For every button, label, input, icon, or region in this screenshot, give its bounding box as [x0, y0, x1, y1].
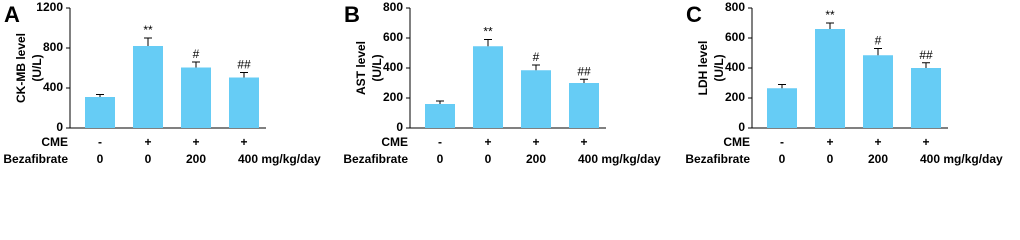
y-tick-label: 400	[43, 80, 63, 94]
row-value: 0	[97, 152, 104, 166]
row-value: 0	[779, 152, 786, 166]
y-tick-label: 600	[383, 30, 403, 44]
y-axis-label: (U/L)	[370, 54, 384, 81]
row-value: 400 mg/kg/day	[238, 152, 321, 166]
panel-label: B	[344, 2, 360, 27]
y-tick-label: 0	[396, 120, 403, 134]
row-value: 0	[145, 152, 152, 166]
significance-mark: #	[533, 50, 540, 64]
row-value: +	[922, 135, 929, 149]
row-label: CME	[41, 135, 68, 149]
bar	[425, 104, 455, 128]
bar	[85, 97, 115, 128]
row-value: -	[780, 135, 784, 149]
y-tick-label: 400	[725, 60, 745, 74]
bar	[473, 46, 503, 128]
bar	[133, 46, 163, 128]
row-value: 0	[485, 152, 492, 166]
row-label: CME	[381, 135, 408, 149]
significance-mark: ##	[577, 64, 591, 78]
figure: ACK-MB level (U/L)04008001200CMEBezafibra…	[3, 0, 1003, 166]
bar	[911, 68, 941, 128]
row-value: +	[826, 135, 833, 149]
row-value: -	[438, 135, 442, 149]
significance-mark: #	[875, 34, 882, 48]
row-value: 200	[186, 152, 206, 166]
row-value: +	[240, 135, 247, 149]
y-tick-label: 200	[383, 90, 403, 104]
row-value: +	[144, 135, 151, 149]
row-value: +	[192, 135, 199, 149]
y-tick-label: 800	[383, 0, 403, 14]
row-value: -	[98, 135, 102, 149]
y-tick-label: 800	[725, 0, 745, 14]
y-tick-label: 1200	[36, 0, 63, 14]
row-label: Bezafibrate	[343, 152, 408, 166]
panel-label: C	[686, 2, 702, 27]
row-value: +	[874, 135, 881, 149]
significance-mark: **	[143, 23, 153, 37]
row-label: CME	[723, 135, 750, 149]
y-axis-label: LDH level	[696, 41, 710, 96]
row-label: Bezafibrate	[685, 152, 750, 166]
y-tick-label: 0	[738, 120, 745, 134]
y-axis-label: AST level	[354, 41, 368, 95]
bar	[521, 70, 551, 128]
significance-mark: #	[193, 47, 200, 61]
y-axis-label: CK-MB level	[14, 33, 28, 103]
significance-mark: **	[825, 8, 835, 22]
row-value: 400 mg/kg/day	[920, 152, 1003, 166]
row-label: Bezafibrate	[3, 152, 68, 166]
row-value: 200	[526, 152, 546, 166]
y-tick-label: 200	[725, 90, 745, 104]
row-value: +	[532, 135, 539, 149]
bar	[863, 55, 893, 128]
bar	[767, 88, 797, 128]
row-value: 400 mg/kg/day	[578, 152, 661, 166]
significance-mark: **	[483, 25, 493, 39]
significance-mark: ##	[237, 58, 251, 72]
y-tick-label: 600	[725, 30, 745, 44]
significance-mark: ##	[919, 48, 933, 62]
y-tick-label: 800	[43, 40, 63, 54]
y-tick-label: 0	[56, 120, 63, 134]
row-value: 200	[868, 152, 888, 166]
bar	[815, 29, 845, 128]
bar	[229, 77, 259, 128]
y-axis-label: (U/L)	[712, 54, 726, 81]
row-value: +	[484, 135, 491, 149]
y-tick-label: 400	[383, 60, 403, 74]
bar	[569, 83, 599, 128]
row-value: 0	[827, 152, 834, 166]
panel-label: A	[4, 2, 20, 27]
row-value: +	[580, 135, 587, 149]
bar	[181, 67, 211, 128]
y-axis-label: (U/L)	[30, 54, 44, 81]
row-value: 0	[437, 152, 444, 166]
